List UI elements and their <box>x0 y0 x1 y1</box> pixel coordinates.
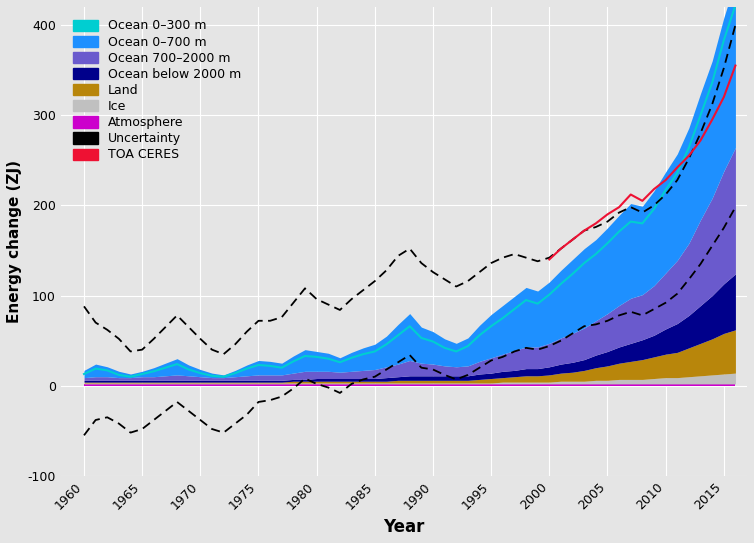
Legend: Ocean 0–300 m, Ocean 0–700 m, Ocean 700–2000 m, Ocean below 2000 m, Land, Ice, A: Ocean 0–300 m, Ocean 0–700 m, Ocean 700–… <box>67 13 248 168</box>
X-axis label: Year: Year <box>383 518 425 536</box>
Y-axis label: Energy change (ZJ): Energy change (ZJ) <box>7 160 22 323</box>
